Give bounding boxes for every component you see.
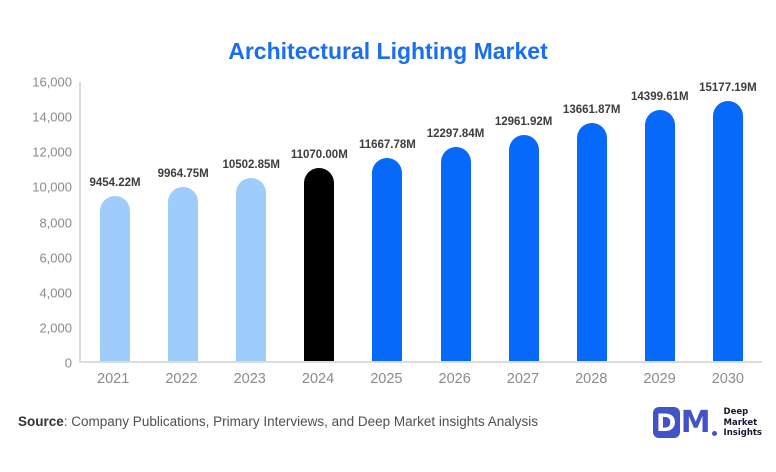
bar-value-label: 11667.78M — [358, 138, 416, 151]
y-tick-label: 8,000 — [39, 215, 72, 230]
bar-2021 — [100, 196, 131, 361]
bar-column-2024: 11070.00M — [285, 82, 353, 361]
y-axis: 16,000 14,000 12,000 10,000 8,000 6,000 4,000 2… — [0, 75, 72, 371]
bars-row: 9454.22M 9964.75M 10502.85M 11070.00M 11667.… — [81, 82, 762, 361]
x-tick-label-2023: 2023 — [233, 371, 266, 387]
bar-column-2021: 9454.22M — [81, 82, 149, 361]
x-tick-label-2030: 2030 — [711, 371, 744, 387]
bar-2028 — [576, 122, 607, 361]
y-tick-label: 16,000 — [32, 74, 72, 90]
deep-market-insights-logo: D M Deep Market Insights — [652, 405, 762, 441]
bar-2025 — [372, 157, 403, 361]
bar-column-2023: 10502.85M — [217, 82, 285, 361]
x-tick-label-2029: 2029 — [643, 371, 676, 387]
x-tick-label-2022: 2022 — [165, 371, 198, 387]
y-tick-label: 14,000 — [32, 109, 72, 125]
bar-column-2030: 15177.19M — [694, 82, 762, 361]
logo-letter-m: M — [680, 405, 711, 441]
chart-title: Architectural Lighting Market — [228, 38, 548, 64]
bar-value-label: 14399.61M — [631, 90, 689, 103]
bar-value-label: 15177.19M — [699, 82, 757, 94]
logo-letter-d: D — [652, 407, 680, 439]
plot-area: 9454.22M 9964.75M 10502.85M 11070.00M 11667.… — [79, 82, 762, 363]
bar-2030 — [712, 101, 743, 361]
bar-2026 — [440, 146, 471, 361]
bar-value-label: 12297.84M — [426, 127, 485, 140]
x-axis: 2021 2022 2023 2024 2025 2026 2027 2028 2029 2030 — [79, 371, 762, 393]
y-tick-label: 0 — [64, 355, 72, 371]
bar-value-label: 12961.92M — [494, 115, 553, 128]
dm-logo-icon: D M — [652, 405, 717, 441]
bar-column-2026: 12297.84M — [421, 82, 489, 361]
logo-wordmark: Deep Market Insights — [724, 407, 762, 439]
bar-2022 — [168, 187, 199, 361]
bar-2023 — [236, 177, 267, 361]
bar-value-label: 11070.00M — [290, 148, 348, 161]
bar-2029 — [644, 109, 675, 361]
source-text: : Company Publications, Primary Intervie… — [63, 414, 538, 429]
bar-value-label: 9454.22M — [89, 177, 141, 190]
bar-column-2022: 9964.75M — [149, 82, 217, 361]
bar-column-2027: 12961.92M — [490, 82, 558, 361]
x-tick-label-2028: 2028 — [575, 371, 608, 387]
x-tick-label-2027: 2027 — [506, 371, 540, 387]
bar-value-label: 13661.87M — [562, 103, 621, 116]
y-tick-label: 10,000 — [32, 179, 72, 195]
bar-value-label: 10502.85M — [222, 158, 280, 171]
x-tick-label-2021: 2021 — [97, 371, 130, 387]
bar-column-2028: 13661.87M — [558, 82, 626, 361]
y-tick-label: 4,000 — [39, 285, 72, 301]
logo-word-insights: Insights — [723, 428, 762, 438]
source-label: Source — [18, 414, 64, 429]
y-tick-label: 2,000 — [39, 320, 72, 336]
y-tick-label: 12,000 — [32, 144, 72, 160]
x-tick-label-2024: 2024 — [301, 371, 335, 387]
source-line: Source: Company Publications, Primary In… — [18, 414, 538, 429]
logo-word-deep: Deep — [723, 407, 749, 417]
logo-word-market: Market — [723, 417, 758, 428]
logo-dot-icon — [711, 431, 717, 437]
bar-2027 — [508, 134, 539, 361]
y-tick-label: 6,000 — [39, 250, 72, 266]
bar-value-label: 9964.75M — [157, 168, 209, 181]
bar-column-2025: 11667.78M — [353, 82, 421, 361]
x-tick-label-2026: 2026 — [438, 371, 471, 387]
bar-2024 — [304, 167, 335, 361]
x-tick-label-2025: 2025 — [370, 371, 403, 387]
bar-column-2029: 14399.61M — [626, 82, 694, 361]
